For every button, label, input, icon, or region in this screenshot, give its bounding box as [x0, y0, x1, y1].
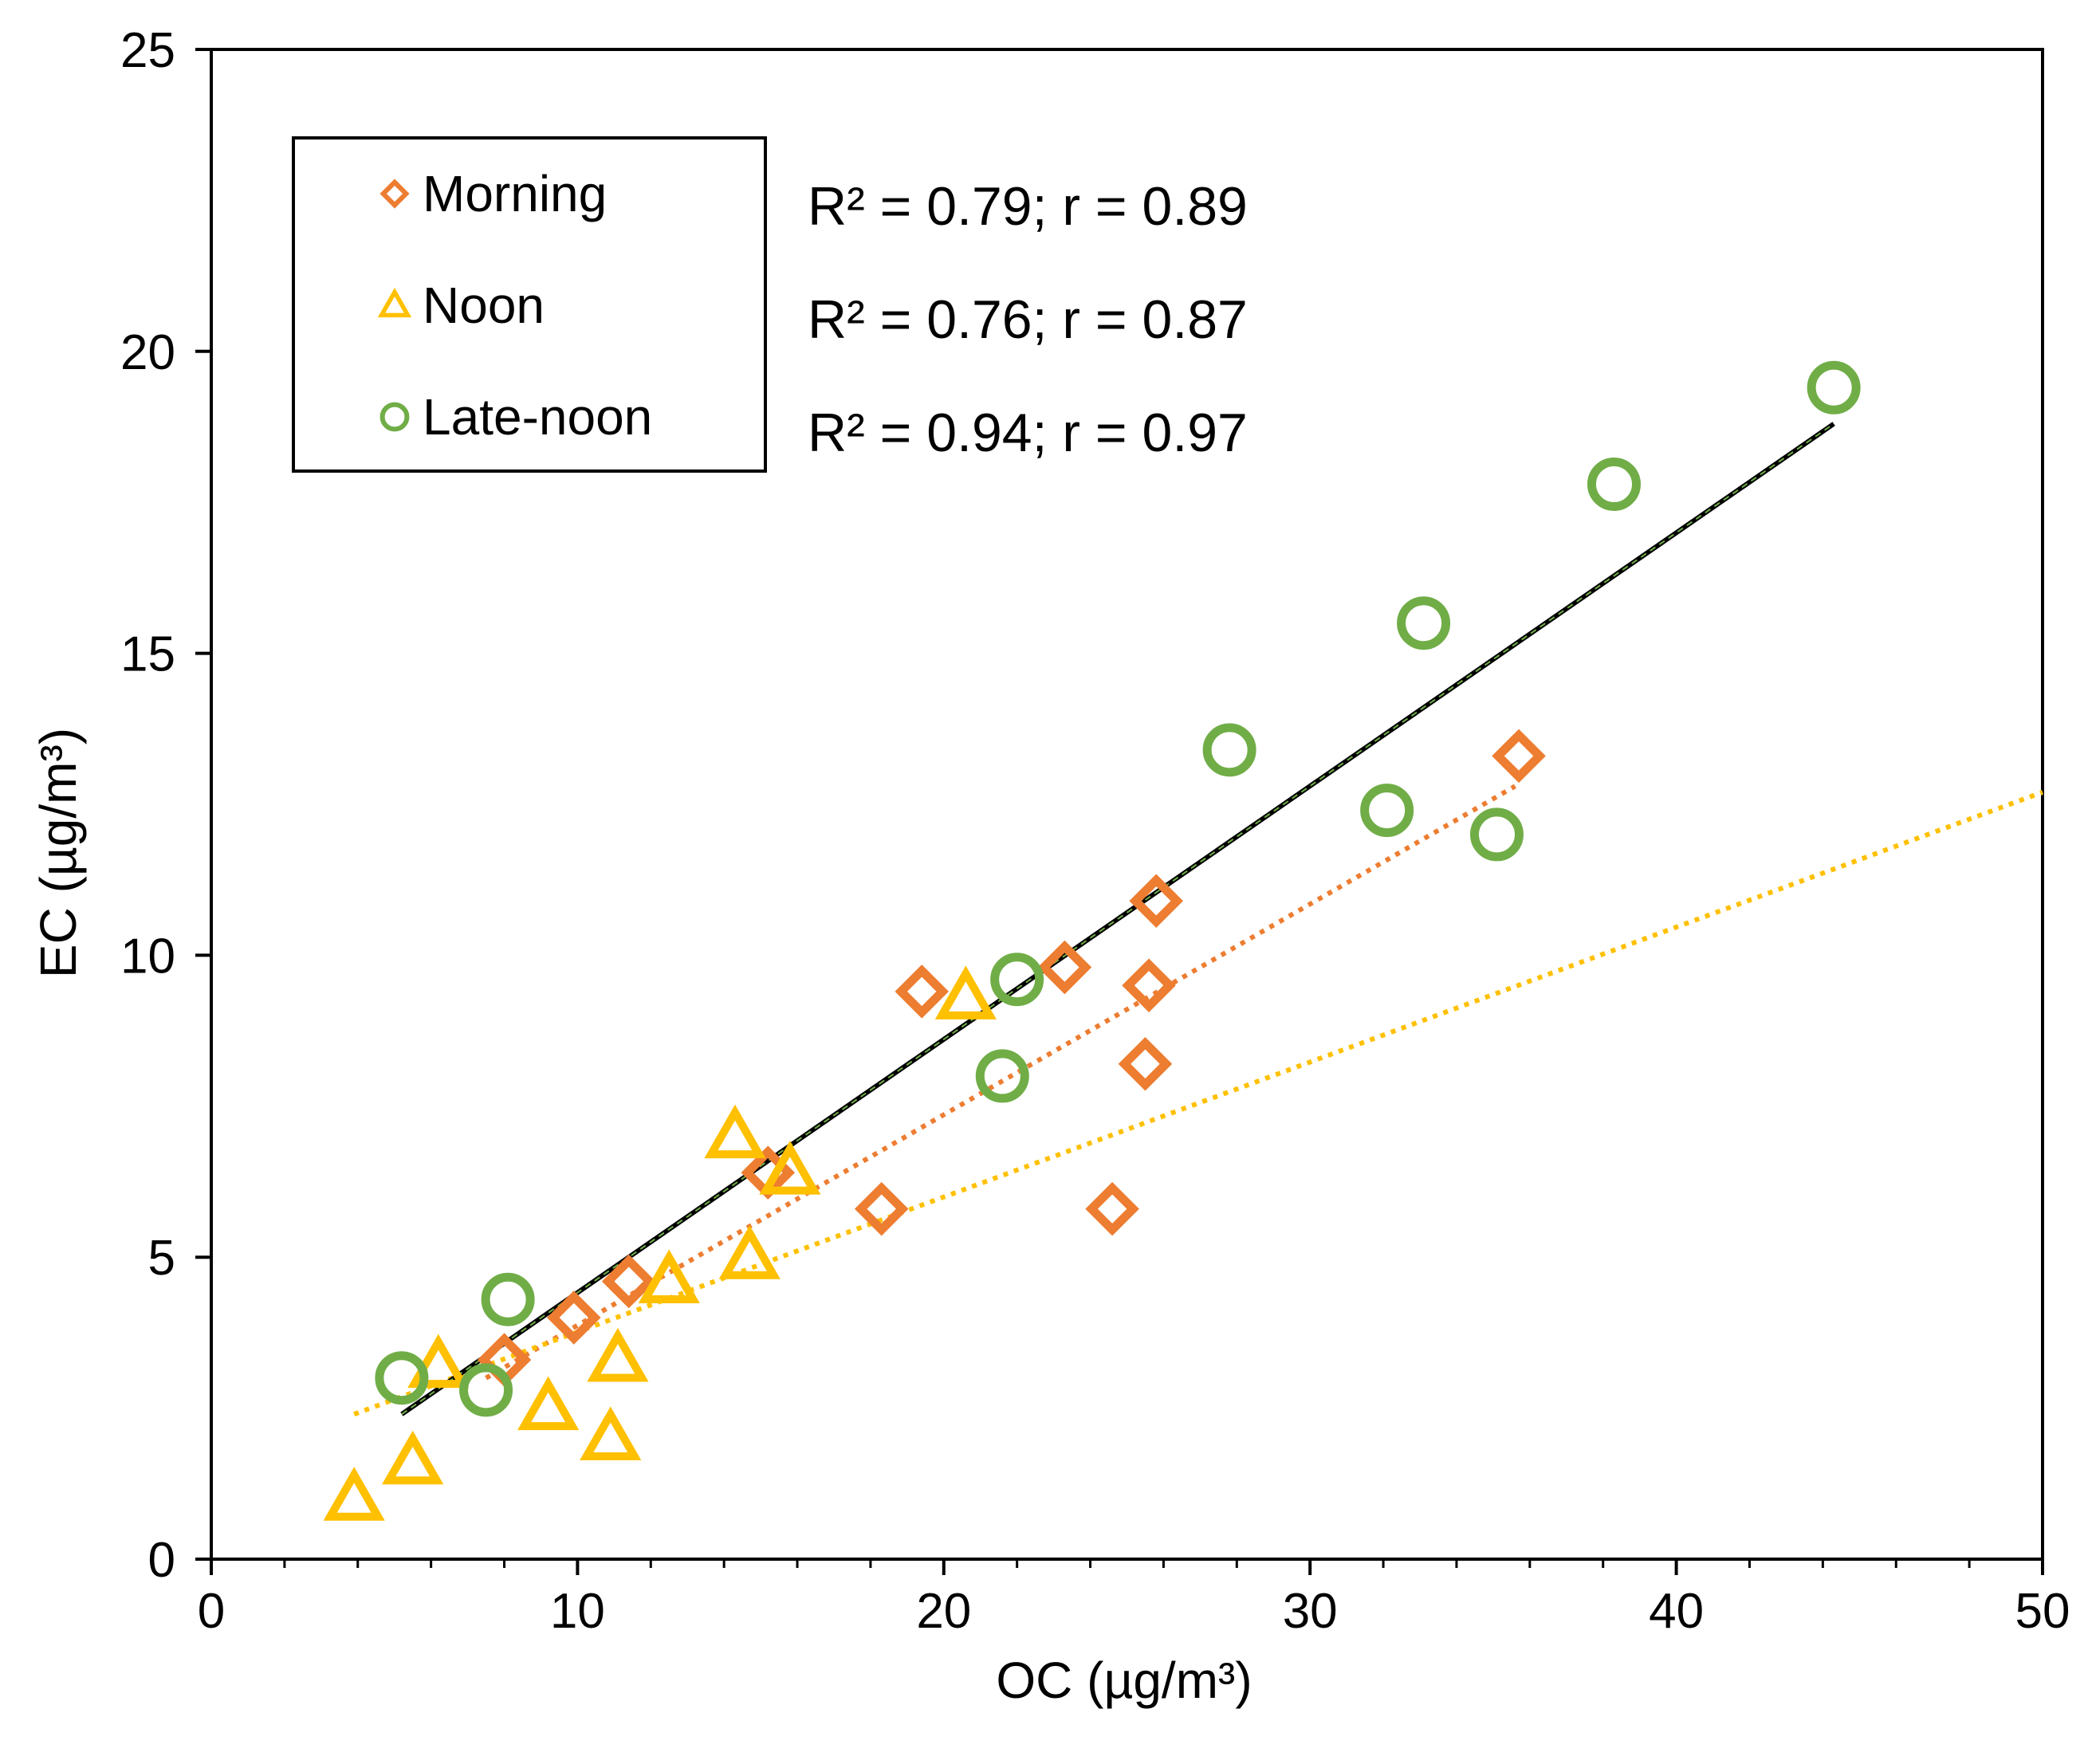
point-noon [704, 1104, 766, 1159]
x-axis-title: OC (µg/m³) [996, 1652, 1252, 1709]
x-tick-label: 40 [1649, 1584, 1704, 1639]
annotation-late-noon: R² = 0.94; r = 0.97 [808, 403, 1248, 463]
point-noon [323, 1467, 385, 1521]
legend-marker-late-noon [379, 402, 410, 432]
point-late-noon [375, 1351, 429, 1405]
point-late-noon [1360, 784, 1414, 838]
point-morning [1118, 1036, 1173, 1091]
point-morning [895, 965, 950, 1019]
point-noon [638, 1249, 700, 1304]
point-noon [587, 1327, 649, 1382]
point-morning [1037, 940, 1092, 995]
x-tick-label: 0 [198, 1584, 225, 1639]
x-tick-label: 50 [2015, 1584, 2070, 1639]
legend: Morning Noon Late-noon [292, 136, 767, 473]
point-morning [1129, 874, 1184, 928]
legend-label-noon: Noon [423, 277, 545, 334]
point-late-noon [1397, 596, 1451, 650]
point-late-noon [459, 1363, 513, 1417]
x-tick-label: 30 [1283, 1584, 1338, 1639]
point-morning [1492, 729, 1546, 784]
point-morning [1122, 958, 1176, 1013]
data-points [323, 360, 1861, 1521]
point-late-noon [975, 1049, 1029, 1103]
trendline-late-noon-inner [401, 422, 1834, 1415]
trendline-noon [353, 790, 2044, 1416]
series-late-noon [375, 360, 1861, 1417]
y-tick-label: 10 [120, 929, 175, 984]
legend-box [292, 136, 767, 473]
y-tick-label: 0 [148, 1533, 175, 1588]
point-late-noon [990, 953, 1044, 1007]
point-morning [854, 1181, 909, 1236]
point-noon [718, 1225, 781, 1279]
point-noon [382, 1430, 444, 1485]
y-axis-title: EC (µg/m³) [29, 728, 87, 978]
y-tick-label: 20 [120, 325, 175, 380]
legend-marker-noon [377, 287, 412, 318]
point-late-noon [1807, 360, 1861, 414]
annotation-morning: R² = 0.79; r = 0.89 [808, 176, 1248, 237]
plot-frame [210, 48, 2044, 1561]
point-noon [934, 965, 997, 1020]
y-tick-label: 15 [120, 627, 175, 682]
point-morning [1085, 1181, 1139, 1236]
legend-marker-morning [379, 179, 410, 209]
trendline-morning [485, 784, 1516, 1381]
annotation-noon: R² = 0.76; r = 0.87 [808, 289, 1248, 350]
point-noon [407, 1334, 470, 1389]
series-noon [323, 965, 997, 1521]
point-late-noon [1202, 723, 1256, 777]
point-noon [517, 1376, 580, 1431]
point-late-noon [1469, 807, 1524, 862]
point-late-noon [1587, 457, 1642, 511]
axes: 0 10 20 30 40 50 0 5 10 15 20 25 [120, 23, 2070, 1639]
y-tick-label: 25 [120, 23, 175, 78]
legend-label-late-noon: Late-noon [423, 388, 652, 446]
point-noon [759, 1141, 821, 1195]
x-tick-label: 20 [916, 1584, 971, 1639]
x-tick-label: 10 [550, 1584, 605, 1639]
point-late-noon [481, 1272, 535, 1326]
point-morning [547, 1291, 601, 1345]
trendlines [353, 422, 2044, 1416]
y-tick-label: 5 [148, 1231, 175, 1286]
point-morning [601, 1254, 656, 1309]
legend-label-morning: Morning [423, 165, 607, 222]
legend-markers [377, 179, 412, 432]
point-noon [580, 1406, 642, 1460]
